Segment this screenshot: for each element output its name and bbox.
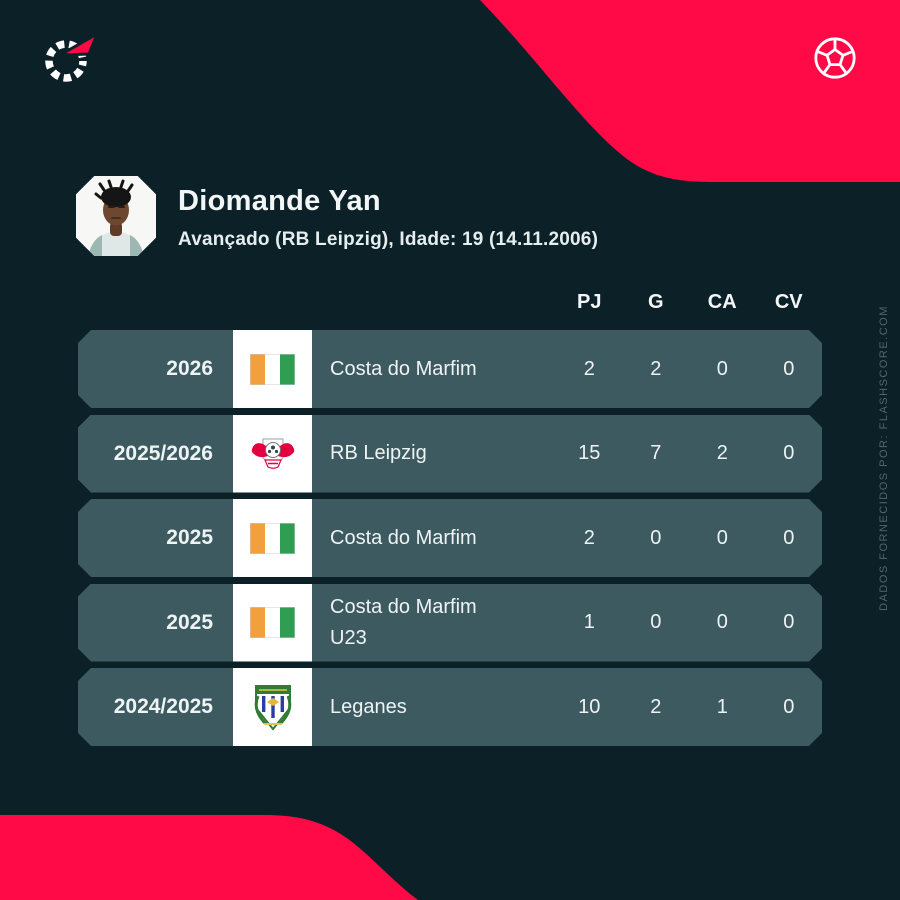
stat-ca: 0 xyxy=(716,611,728,633)
provider-credit-text: DADOS FORNECIDOS POR: FLASHSCORE.COM xyxy=(878,305,890,611)
row-stats: 2 2 0 0 xyxy=(556,330,822,408)
soccer-ball-icon xyxy=(812,35,858,81)
column-header-g: G xyxy=(647,291,664,313)
stat-cv: 0 xyxy=(783,526,795,549)
stat-pj: 10 xyxy=(578,695,601,718)
season-label: 2025/2026 xyxy=(113,441,213,465)
column-header-cv: CV xyxy=(774,291,803,313)
stat-pj: 2 xyxy=(583,526,595,549)
ivory-coast-flag-icon xyxy=(250,607,295,638)
table-row: 2024/2025 xyxy=(78,668,822,746)
season-label: 2026 xyxy=(166,357,213,380)
stat-g: 2 xyxy=(650,695,662,718)
row-stats: 15 7 2 0 xyxy=(556,415,822,493)
stat-pj: 1 xyxy=(583,611,595,633)
leganes-crest-icon xyxy=(250,680,296,734)
ivory-coast-flag-icon xyxy=(250,523,295,554)
team-name: Costa do Marfim xyxy=(330,357,477,380)
stat-g: 2 xyxy=(650,357,662,380)
seasons-table: 2026 xyxy=(78,330,822,746)
column-header-pj: PJ xyxy=(577,291,602,313)
stat-g: 0 xyxy=(650,526,662,549)
page-title: Diomande Yan xyxy=(178,185,381,217)
stat-cv: 0 xyxy=(783,357,795,380)
stat-pj: 2 xyxy=(583,357,595,380)
team-badge-cell xyxy=(233,415,312,493)
stat-cv: 0 xyxy=(783,695,795,718)
stat-ca: 0 xyxy=(716,526,728,549)
team-badge-cell xyxy=(233,584,312,662)
player-details: Avançado (RB Leipzig), Idade: 19 (14.11.… xyxy=(178,229,599,250)
ivory-coast-flag-icon xyxy=(250,354,295,385)
table-row: 2025 xyxy=(78,584,822,662)
team-badge-cell xyxy=(233,499,312,577)
rb-leipzig-crest-icon xyxy=(249,436,297,472)
team-badge-cell xyxy=(233,668,312,746)
stat-pj: 15 xyxy=(578,442,601,464)
stat-cv: 0 xyxy=(783,442,795,464)
team-name: Costa do Marfim U23 xyxy=(330,595,477,649)
team-name: RB Leipzig xyxy=(330,442,427,464)
stat-g: 0 xyxy=(650,611,662,633)
stat-g: 7 xyxy=(650,442,662,464)
season-label: 2025 xyxy=(166,610,213,634)
team-name: Leganes xyxy=(330,695,407,718)
stat-ca: 0 xyxy=(716,357,728,380)
table-row: 2026 xyxy=(78,330,822,408)
column-header-ca: CA xyxy=(707,291,737,313)
stat-ca: 1 xyxy=(716,695,728,718)
row-stats: 10 2 1 0 xyxy=(556,668,822,746)
table-row: 2025 xyxy=(78,499,822,577)
stat-ca: 2 xyxy=(716,442,728,464)
team-name: Costa do Marfim xyxy=(330,526,477,549)
row-stats: 2 0 0 0 xyxy=(556,499,822,577)
row-stats: 1 0 0 0 xyxy=(556,584,822,662)
stats-column-headers: PJ G CA CV xyxy=(556,291,822,314)
team-badge-cell xyxy=(233,330,312,408)
player-avatar xyxy=(76,176,156,256)
season-label: 2025 xyxy=(166,526,213,549)
table-row: 2025/2026 xyxy=(78,415,822,493)
season-label: 2024/2025 xyxy=(113,695,213,718)
stat-cv: 0 xyxy=(783,611,795,633)
flashscore-logo-icon xyxy=(40,30,100,86)
